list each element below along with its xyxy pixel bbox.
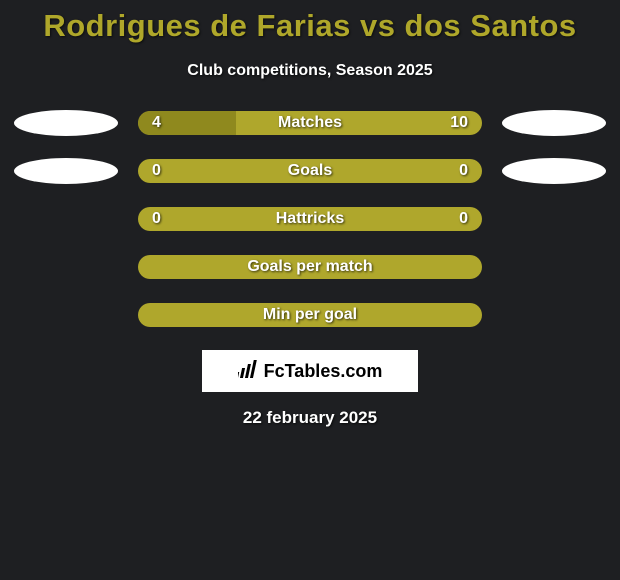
stat-row: 0Goals0 bbox=[0, 158, 620, 184]
stat-bar: 0Goals0 bbox=[138, 159, 482, 183]
stat-label: Goals bbox=[138, 159, 482, 183]
spacer bbox=[502, 254, 606, 280]
stat-bar: Goals per match bbox=[138, 255, 482, 279]
date-line: 22 february 2025 bbox=[0, 408, 620, 428]
stat-row: 4Matches10 bbox=[0, 110, 620, 136]
stat-row: 0Hattricks0 bbox=[0, 206, 620, 232]
spacer bbox=[14, 254, 118, 280]
stat-bar: 4Matches10 bbox=[138, 111, 482, 135]
stat-label: Hattricks bbox=[138, 207, 482, 231]
player-badge-right bbox=[502, 110, 606, 136]
spacer bbox=[14, 302, 118, 328]
player-badge-left bbox=[14, 158, 118, 184]
player-badge-left bbox=[14, 110, 118, 136]
subtitle: Club competitions, Season 2025 bbox=[0, 62, 620, 80]
comparison-container: Rodrigues de Farias vs dos Santos Club c… bbox=[0, 0, 620, 428]
stat-label: Matches bbox=[138, 111, 482, 135]
spacer bbox=[502, 302, 606, 328]
logo-box[interactable]: FcTables.com bbox=[202, 350, 418, 392]
spacer bbox=[14, 206, 118, 232]
stat-label: Goals per match bbox=[138, 255, 482, 279]
stat-bar: Min per goal bbox=[138, 303, 482, 327]
page-title: Rodrigues de Farias vs dos Santos bbox=[0, 8, 620, 44]
stat-bar: 0Hattricks0 bbox=[138, 207, 482, 231]
stat-rows: 4Matches100Goals00Hattricks0Goals per ma… bbox=[0, 110, 620, 328]
stat-row: Goals per match bbox=[0, 254, 620, 280]
logo-text: FcTables.com bbox=[264, 361, 383, 382]
stat-value-right: 0 bbox=[459, 207, 468, 231]
stat-value-right: 0 bbox=[459, 159, 468, 183]
spacer bbox=[502, 206, 606, 232]
stat-value-right: 10 bbox=[450, 111, 468, 135]
bar-chart-icon bbox=[238, 359, 260, 384]
stat-label: Min per goal bbox=[138, 303, 482, 327]
stat-row: Min per goal bbox=[0, 302, 620, 328]
player-badge-right bbox=[502, 158, 606, 184]
